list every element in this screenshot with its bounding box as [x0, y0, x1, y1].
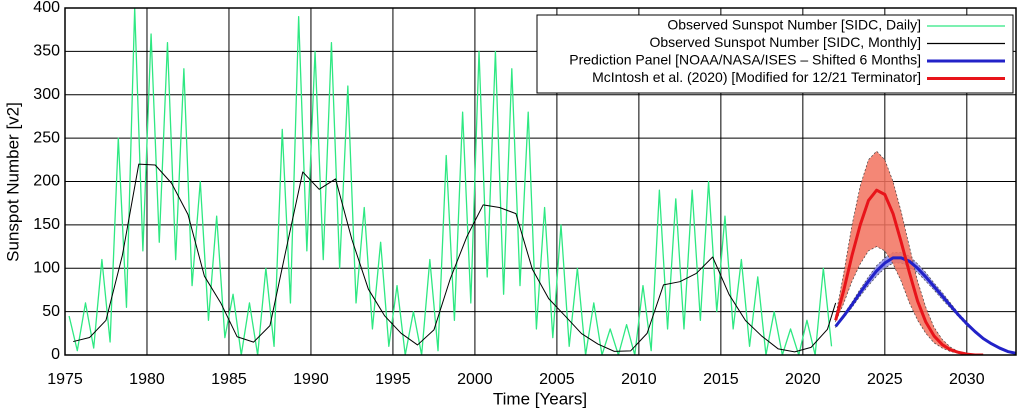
- x-tick-label: 2010: [621, 371, 657, 388]
- y-tick-label: 0: [51, 346, 60, 363]
- x-tick-label: 2025: [867, 371, 903, 388]
- legend-text: Observed Sunspot Number [SIDC, Monthly]: [649, 34, 921, 50]
- legend-text: McIntosh et al. (2020) [Modified for 12/…: [592, 69, 921, 85]
- x-tick-label: 2015: [703, 371, 739, 388]
- y-tick-label: 400: [33, 0, 60, 16]
- series-line: [73, 163, 837, 353]
- x-axis-title: Time [Years]: [493, 389, 587, 408]
- series-line: [834, 256, 1016, 355]
- y-tick-label: 300: [33, 86, 60, 103]
- series-line: [68, 8, 833, 355]
- y-tick-label: 100: [33, 259, 60, 276]
- series-line: [834, 188, 984, 355]
- legend-text: Prediction Panel [NOAA/NASA/ISES – Shift…: [569, 52, 921, 68]
- y-axis-title: Sunspot Number [v2]: [3, 102, 22, 262]
- y-tick-label: 150: [33, 216, 60, 233]
- x-tick-label: 2000: [457, 371, 493, 388]
- x-tick-label: 1985: [211, 371, 247, 388]
- legend-text: Observed Sunspot Number [SIDC, Daily]: [667, 17, 921, 33]
- x-tick-label: 1995: [375, 371, 411, 388]
- x-tick-label: 2020: [785, 371, 821, 388]
- y-tick-label: 350: [33, 43, 60, 60]
- x-tick-label: 2005: [539, 371, 575, 388]
- x-tick-label: 1975: [47, 371, 83, 388]
- plot-frame: [64, 7, 1017, 356]
- y-tick-label: 250: [33, 129, 60, 146]
- confidence-band: [835, 150, 984, 355]
- confidence-band: [835, 252, 1016, 354]
- x-tick-label: 1980: [129, 371, 165, 388]
- y-tick-label: 200: [33, 173, 60, 190]
- x-tick-label: 1990: [293, 371, 329, 388]
- x-tick-label: 2030: [949, 371, 985, 388]
- plot: [68, 8, 1016, 355]
- y-tick-label: 50: [42, 303, 60, 320]
